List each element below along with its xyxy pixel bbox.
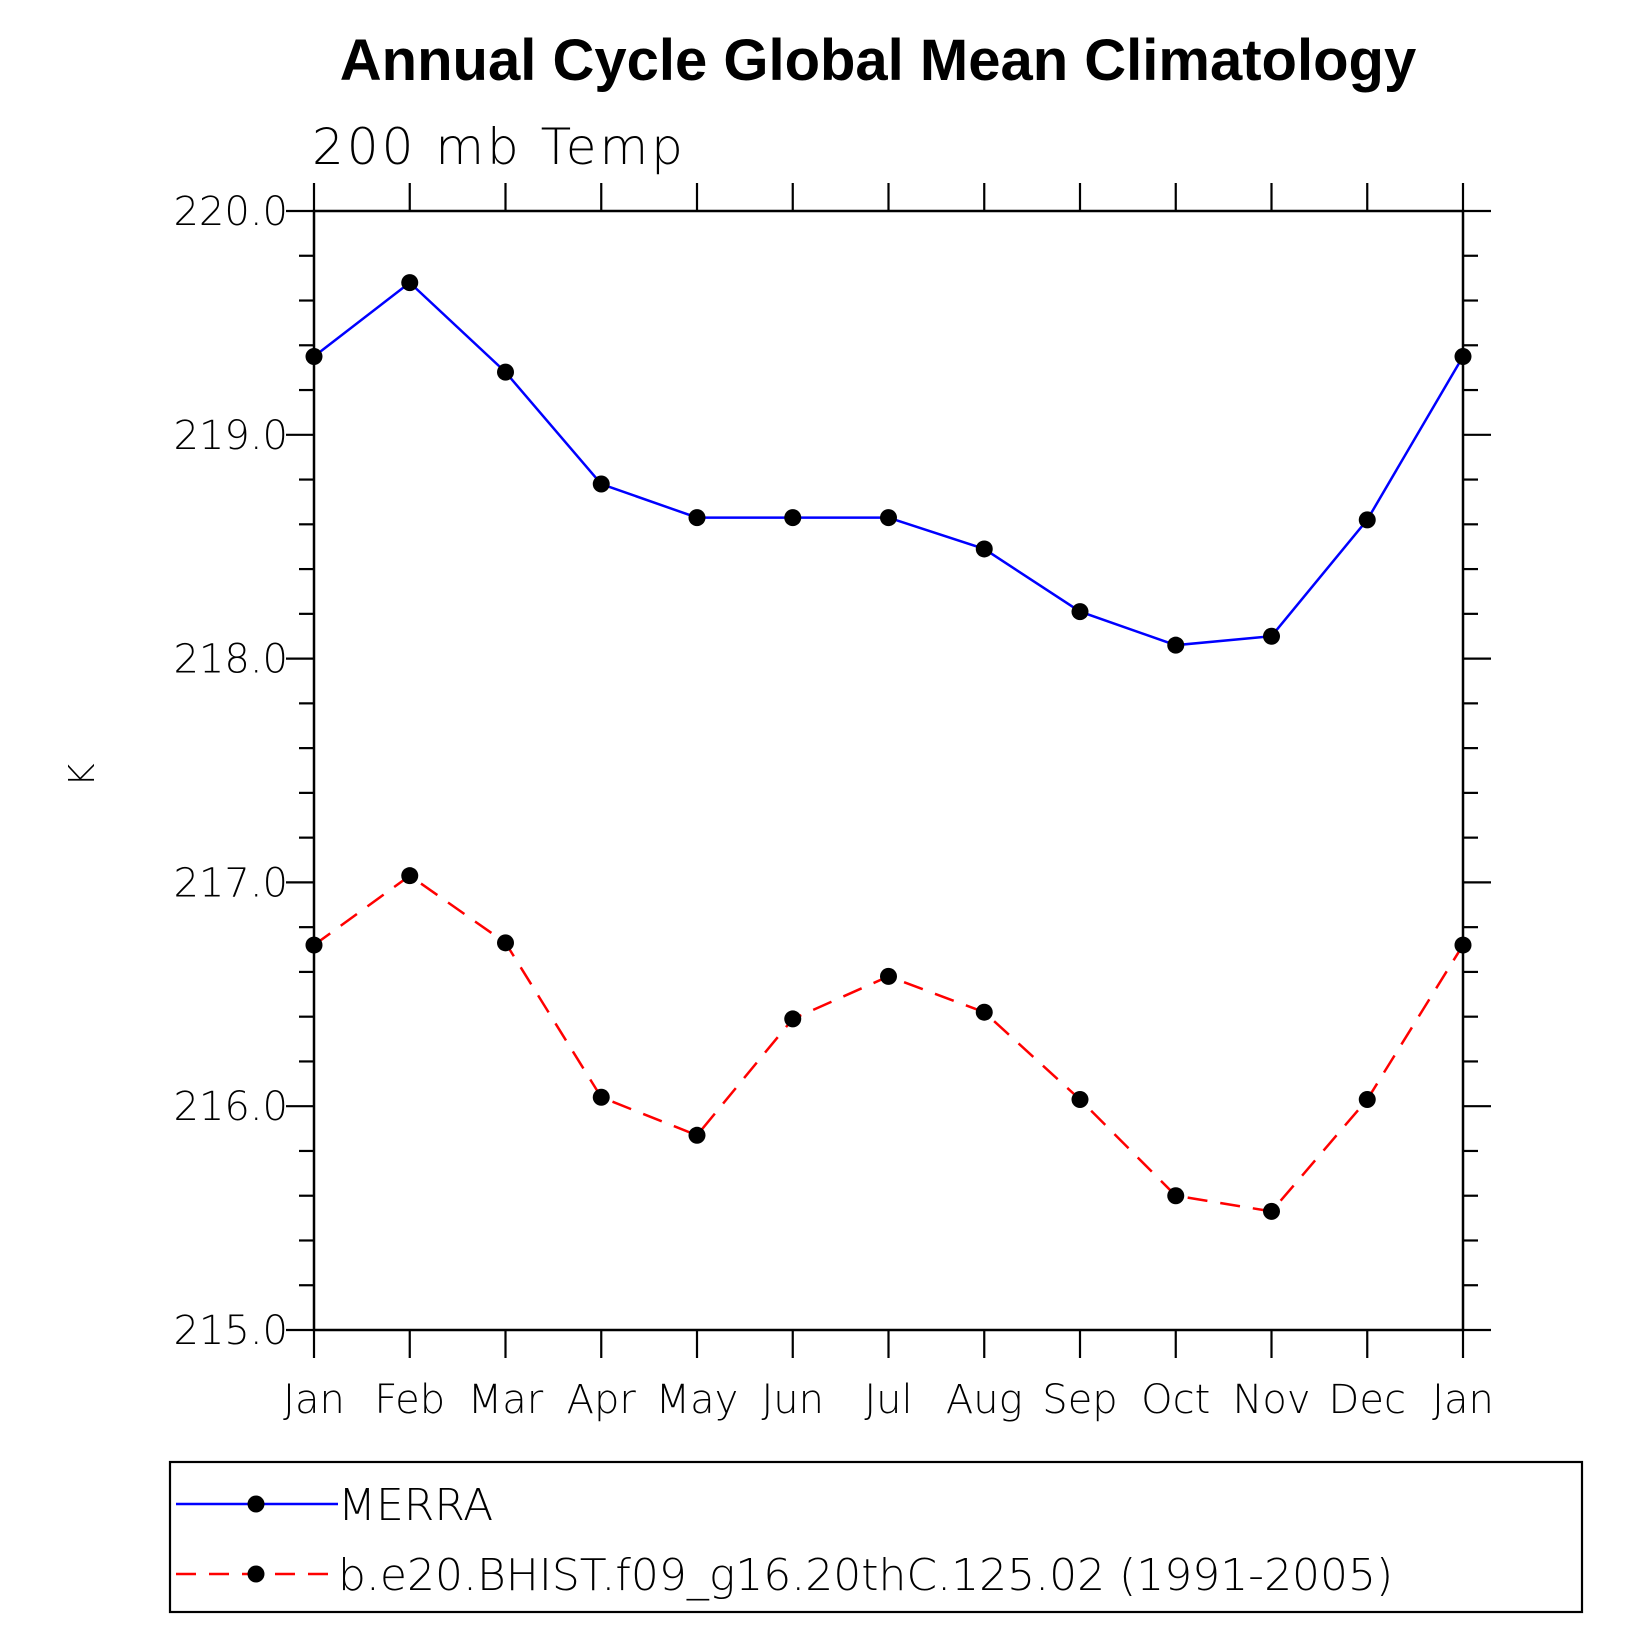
chart-subtitle: 200 mb Temp (312, 118, 686, 176)
y-tick-label: 217.0 (173, 860, 288, 906)
legend-swatch-marker (247, 1495, 265, 1513)
y-tick-label: 216.0 (173, 1084, 288, 1130)
legend-label-2: b.e20.BHIST.f09_g16.20thC.125.02 (1991-2… (338, 1550, 1393, 1601)
data-point-series-2 (305, 936, 323, 954)
data-point-series-2 (1263, 1202, 1280, 1220)
data-point-series-2 (497, 934, 514, 952)
data-point-series-2 (880, 967, 897, 985)
x-tick-label: Feb (374, 1377, 445, 1423)
series-line-2 (313, 874, 1465, 1213)
data-point-series-1 (880, 509, 897, 527)
data-point-series-1 (497, 363, 514, 381)
data-point-series-1 (592, 475, 610, 493)
data-point-series-2 (1167, 1187, 1185, 1205)
y-axis-label: K (62, 763, 103, 787)
x-tick-label: Jun (762, 1377, 825, 1423)
y-tick-label: 219.0 (173, 413, 288, 459)
data-point-series-1 (688, 509, 706, 527)
x-tick-label: Oct (1141, 1377, 1210, 1423)
x-tick-label: Sep (1042, 1377, 1117, 1423)
y-tick-label: 220.0 (173, 189, 288, 235)
y-tick-label: 218.0 (173, 637, 288, 683)
legend-box (168, 1460, 1584, 1614)
data-point-series-2 (1071, 1090, 1089, 1108)
y-axis-ticks: 215.0 216.0 217.0 218.0 219.0 220.0 (173, 189, 1491, 1354)
data-point-series-2 (401, 867, 419, 885)
data-point-series-1 (1167, 636, 1185, 654)
data-point-series-1 (1263, 627, 1280, 645)
data-point-series-2 (975, 1003, 993, 1021)
x-tick-label: Aug (946, 1377, 1023, 1423)
data-point-series-1 (975, 540, 993, 558)
x-axis-ticks: Jan Feb Mar Apr May Jun Jul Aug Sep Oct Nov Dec Jan (283, 183, 1494, 1423)
x-tick-label: Jan (1432, 1377, 1494, 1423)
data-point-series-1 (401, 274, 419, 292)
data-point-series-1 (1071, 603, 1089, 621)
x-tick-label: Nov (1232, 1377, 1310, 1423)
legend: MERRA b.e20.BHIST.f09_g16.20thC.125.02 (1… (168, 1460, 1584, 1614)
data-point-series-1 (1454, 347, 1472, 365)
plot-frame (312, 209, 1465, 1332)
plot-border (312, 209, 1465, 1332)
data-point-series-2 (784, 1010, 802, 1028)
data-point-series-2 (592, 1088, 610, 1106)
x-tick-label: Jan (283, 1377, 345, 1423)
data-point-series-2 (688, 1126, 706, 1144)
legend-swatch-marker (247, 1565, 265, 1583)
x-tick-label: Apr (567, 1377, 637, 1423)
series-layer (305, 274, 1472, 1220)
series-line-1 (313, 280, 1465, 647)
data-point-series-2 (1454, 936, 1472, 954)
data-point-series-2 (1358, 1090, 1376, 1108)
x-tick-label: Mar (468, 1377, 544, 1423)
data-point-series-1 (305, 347, 323, 365)
y-tick-label: 215.0 (173, 1308, 288, 1354)
x-tick-label: Dec (1329, 1377, 1406, 1423)
x-tick-label: May (656, 1377, 739, 1423)
data-point-series-1 (1358, 511, 1376, 529)
data-point-series-1 (784, 509, 802, 527)
chart-title: Annual Cycle Global Mean Climatology (340, 28, 1416, 93)
legend-label-1: MERRA (338, 1480, 493, 1531)
x-tick-label: Jul (864, 1377, 912, 1423)
